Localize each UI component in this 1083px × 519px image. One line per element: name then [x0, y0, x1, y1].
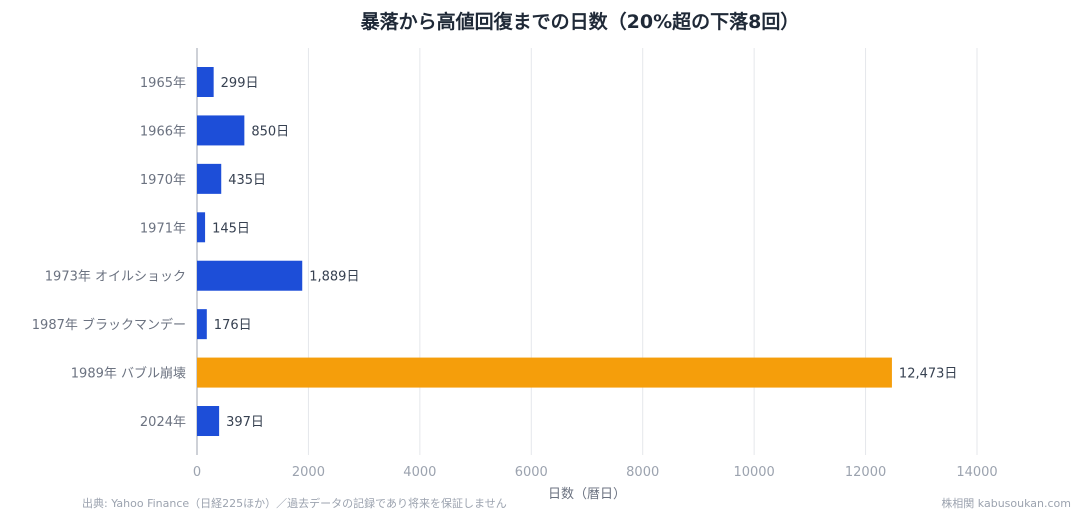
data-label: 397日 — [226, 415, 264, 430]
x-tick-label: 10000 — [733, 465, 774, 480]
grid — [196, 48, 978, 455]
category-label: 1970年 — [140, 173, 186, 188]
x-tick-label: 4000 — [403, 465, 436, 480]
bar — [197, 260, 303, 291]
bar — [197, 115, 245, 146]
chart-title: 暴落から高値回復までの日数（20%超の下落8回） — [361, 10, 800, 33]
category-label: 1987年 ブラックマンデー — [32, 317, 186, 333]
category-label: 1989年 バブル崩壊 — [71, 366, 186, 382]
site-credit: 株相関 kabusoukan.com — [941, 496, 1071, 510]
data-label: 145日 — [212, 221, 250, 236]
category-label: 1971年 — [140, 221, 186, 236]
data-label: 1,889日 — [309, 270, 359, 285]
data-label: 435日 — [228, 173, 266, 188]
category-label: 1966年 — [140, 124, 186, 139]
x-tick-label: 2000 — [292, 465, 325, 480]
x-tick-label: 0 — [193, 465, 201, 480]
bar — [197, 212, 206, 243]
data-labels: 299日 850日 435日 145日 1,889日 176日 12,473日 397日 — [212, 76, 957, 430]
data-label: 850日 — [251, 124, 289, 139]
category-label: 1973年 オイルショック — [45, 270, 186, 285]
bar — [197, 163, 222, 194]
category-labels: 1965年 1966年 1970年 1971年 1973年 オイルショック 1987年 ブ… — [32, 76, 186, 430]
x-tick-label: 8000 — [626, 465, 659, 480]
bar — [197, 357, 892, 388]
x-tick-label: 6000 — [515, 465, 548, 480]
data-label: 299日 — [221, 76, 259, 91]
x-tick-labels: 0 2000 4000 6000 8000 10000 12000 14000 — [193, 465, 998, 480]
source-note: 出典: Yahoo Finance（日経225ほか）／過去データの記録であり将来… — [82, 496, 507, 510]
bar — [197, 67, 214, 97]
category-label: 2024年 — [140, 415, 186, 430]
data-label: 12,473日 — [899, 367, 958, 382]
x-tick-label: 14000 — [956, 465, 997, 480]
bar — [197, 406, 220, 437]
x-tick-label: 12000 — [845, 465, 886, 480]
bars — [197, 67, 892, 437]
category-label: 1965年 — [140, 76, 186, 91]
x-axis-title: 日数（暦日） — [548, 487, 626, 502]
bar — [197, 309, 207, 340]
data-label: 176日 — [214, 318, 252, 333]
